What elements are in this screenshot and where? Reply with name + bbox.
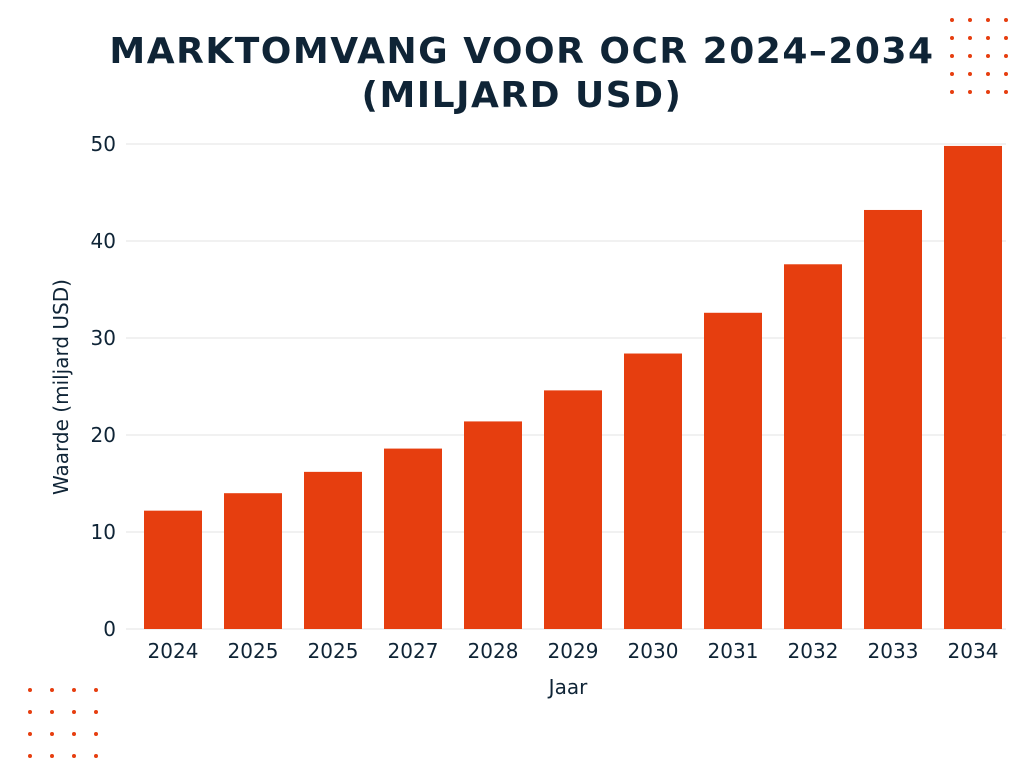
decorative-dot xyxy=(94,710,98,714)
bar xyxy=(384,448,442,629)
decorative-dot xyxy=(94,754,98,758)
decorative-dot xyxy=(986,36,990,40)
decorative-dot xyxy=(72,732,76,736)
decorative-dot xyxy=(1004,36,1008,40)
decorative-dot xyxy=(72,710,76,714)
decorative-dot xyxy=(50,754,54,758)
decorative-dot xyxy=(968,72,972,76)
x-tick-label: 2025 xyxy=(228,639,279,663)
decorative-dot-grid-bottom-left xyxy=(28,688,98,758)
x-tick-label: 2025 xyxy=(308,639,359,663)
bar xyxy=(224,493,282,629)
decorative-dot xyxy=(28,688,32,692)
bar xyxy=(144,510,202,629)
x-tick-label: 2032 xyxy=(788,639,839,663)
y-tick-label: 30 xyxy=(91,326,116,350)
decorative-dot xyxy=(950,54,954,58)
y-tick-label: 50 xyxy=(91,132,116,156)
y-tick-label: 10 xyxy=(91,520,116,544)
x-tick-label: 2028 xyxy=(468,639,519,663)
x-tick-label: 2027 xyxy=(388,639,439,663)
bar xyxy=(784,264,842,629)
bar xyxy=(944,145,1002,629)
decorative-dot xyxy=(986,90,990,94)
x-axis-title: Jaar xyxy=(547,675,588,699)
decorative-dot-grid-top-right xyxy=(950,18,1008,94)
x-tick-label: 2029 xyxy=(548,639,599,663)
decorative-dot xyxy=(950,90,954,94)
decorative-dot xyxy=(950,72,954,76)
bar xyxy=(864,209,922,629)
decorative-dot xyxy=(94,732,98,736)
decorative-dot xyxy=(72,754,76,758)
decorative-dot xyxy=(968,18,972,22)
y-axis-title: Waarde (miljard USD) xyxy=(49,279,73,495)
decorative-dot xyxy=(968,54,972,58)
bar xyxy=(544,390,602,629)
decorative-dot xyxy=(950,18,954,22)
y-tick-label: 0 xyxy=(103,617,116,641)
x-tick-label: 2034 xyxy=(948,639,999,663)
bars xyxy=(144,145,1002,629)
x-tick-label: 2024 xyxy=(148,639,199,663)
x-tick-label: 2030 xyxy=(628,639,679,663)
decorative-dot xyxy=(986,18,990,22)
decorative-dot xyxy=(968,36,972,40)
chart-title-line-2: (MILJARD USD) xyxy=(361,75,683,116)
x-tick-label: 2033 xyxy=(868,639,919,663)
bar xyxy=(304,471,362,629)
decorative-dot xyxy=(50,688,54,692)
decorative-dot xyxy=(28,710,32,714)
bar xyxy=(704,312,762,629)
decorative-dot xyxy=(28,754,32,758)
decorative-dot xyxy=(986,54,990,58)
y-tick-label: 40 xyxy=(91,229,116,253)
decorative-dot xyxy=(50,732,54,736)
decorative-dot xyxy=(50,710,54,714)
chart-title-line-1: MARKTOMVANG VOOR OCR 2024–2034 xyxy=(109,31,935,72)
decorative-dot xyxy=(1004,90,1008,94)
x-axis-ticks: 2024 2025 2025 2027 2028 2029 2030 2031 2032 2033… xyxy=(148,639,999,663)
x-tick-label: 2031 xyxy=(708,639,759,663)
bar xyxy=(624,353,682,629)
decorative-dot xyxy=(1004,54,1008,58)
decorative-dot xyxy=(950,36,954,40)
decorative-dot xyxy=(72,688,76,692)
decorative-dot xyxy=(28,732,32,736)
y-axis-ticks: 0 10 20 30 40 50 xyxy=(91,132,116,641)
chart-title: MARKTOMVANG VOOR OCR 2024–2034 (MILJARD … xyxy=(0,30,1024,118)
bar xyxy=(464,421,522,629)
decorative-dot xyxy=(94,688,98,692)
decorative-dot xyxy=(1004,72,1008,76)
decorative-dot xyxy=(986,72,990,76)
decorative-dot xyxy=(968,90,972,94)
decorative-dot xyxy=(1004,18,1008,22)
y-tick-label: 20 xyxy=(91,423,116,447)
